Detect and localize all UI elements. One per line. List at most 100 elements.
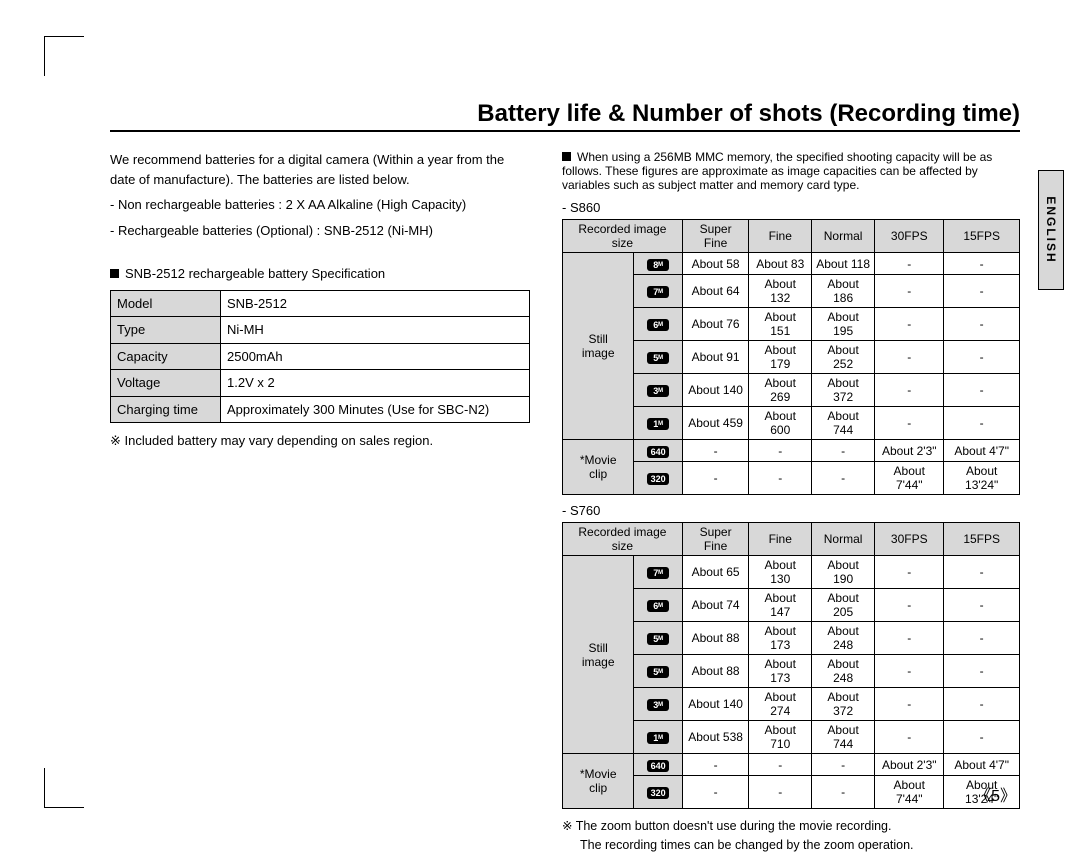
language-tab: ENGLISH (1038, 170, 1064, 290)
page-title: Battery life & Number of shots (Recordin… (110, 100, 1020, 132)
battery-line-1: - Non rechargeable batteries : 2 X AA Al… (110, 195, 530, 215)
table-cell: About 2'3" (875, 440, 944, 462)
table-cell: About 4'7" (944, 440, 1020, 462)
size-badge-icon: 3ᴹ (647, 699, 669, 711)
size-badge-icon: 5ᴹ (647, 633, 669, 645)
table-cell: About 88 (682, 655, 749, 688)
table-cell: - (944, 556, 1020, 589)
table-cell: About 459 (682, 407, 749, 440)
table-cell: About 83 (749, 253, 812, 275)
size-badge-cell: 640 (634, 440, 682, 462)
table-cell: About 91 (682, 341, 749, 374)
size-badge-icon: 7ᴹ (647, 286, 669, 298)
size-badge-cell: 640 (634, 754, 682, 776)
table-cell: About 252 (812, 341, 875, 374)
table-cell: - (875, 374, 944, 407)
size-badge-icon: 640 (647, 760, 669, 772)
table-cell: About 76 (682, 308, 749, 341)
table-cell: About 710 (749, 721, 812, 754)
table-cell: About 140 (682, 688, 749, 721)
col-header: Super Fine (682, 523, 749, 556)
table-cell: - (875, 655, 944, 688)
col-header: Recorded image size (563, 220, 683, 253)
size-badge-icon: 320 (647, 473, 669, 485)
size-badge-cell: 6ᴹ (634, 308, 682, 341)
size-badge-cell: 5ᴹ (634, 341, 682, 374)
battery-line-2: - Rechargeable batteries (Optional) : SN… (110, 221, 530, 241)
table-cell: - (944, 308, 1020, 341)
size-badge-cell: 3ᴹ (634, 688, 682, 721)
table-cell: About 372 (812, 688, 875, 721)
row-group-label: *Movieclip (563, 754, 634, 809)
table-cell: About 4'7" (944, 754, 1020, 776)
table-cell: - (812, 754, 875, 776)
table-cell: - (875, 407, 944, 440)
spec-heading: SNB-2512 rechargeable battery Specificat… (110, 264, 530, 284)
spec-value: 2500mAh (221, 343, 530, 370)
size-badge-icon: 8ᴹ (647, 259, 669, 271)
size-badge-icon: 6ᴹ (647, 600, 669, 612)
size-badge-cell: 320 (634, 776, 682, 809)
table-cell: - (944, 688, 1020, 721)
row-group-label: *Movieclip (563, 440, 634, 495)
table-cell: About 186 (812, 275, 875, 308)
table-cell: About 269 (749, 374, 812, 407)
s860-table: Recorded image size Super Fine Fine Norm… (562, 219, 1020, 495)
table-cell: - (682, 776, 749, 809)
table-cell: About 13'24" (944, 462, 1020, 495)
table-cell: - (944, 275, 1020, 308)
table-cell: About 190 (812, 556, 875, 589)
size-badge-cell: 6ᴹ (634, 589, 682, 622)
table-cell: - (875, 275, 944, 308)
table-cell: - (875, 721, 944, 754)
left-column: We recommend batteries for a digital cam… (110, 150, 530, 855)
table-cell: About 151 (749, 308, 812, 341)
page-number: 《5》 (975, 782, 1016, 806)
zoom-note-2: The recording times can be changed by th… (562, 836, 1020, 855)
crop-mark-tl (44, 36, 84, 76)
right-intro: When using a 256MB MMC memory, the speci… (562, 150, 1020, 192)
col-header: 30FPS (875, 220, 944, 253)
table-cell: About 88 (682, 622, 749, 655)
table-cell: - (812, 776, 875, 809)
size-badge-cell: 7ᴹ (634, 556, 682, 589)
col-header: 15FPS (944, 220, 1020, 253)
table-cell: - (944, 655, 1020, 688)
table-cell: About 274 (749, 688, 812, 721)
table-cell: - (875, 688, 944, 721)
table-cell: About 372 (812, 374, 875, 407)
crop-mark-bl (44, 768, 84, 808)
spec-label: Voltage (111, 370, 221, 397)
spec-label: Model (111, 290, 221, 317)
col-header: Recorded image size (563, 523, 683, 556)
table-cell: - (749, 754, 812, 776)
spec-value: SNB-2512 (221, 290, 530, 317)
table-cell: About 147 (749, 589, 812, 622)
table-cell: About 64 (682, 275, 749, 308)
size-badge-icon: 6ᴹ (647, 319, 669, 331)
table-cell: - (682, 440, 749, 462)
table-cell: - (944, 622, 1020, 655)
spec-table: ModelSNB-2512TypeNi-MHCapacity2500mAhVol… (110, 290, 530, 424)
spec-value: Approximately 300 Minutes (Use for SBC-N… (221, 396, 530, 423)
size-badge-cell: 320 (634, 462, 682, 495)
s860-label: - S860 (562, 200, 1020, 215)
size-badge-icon: 320 (647, 787, 669, 799)
spec-value: Ni-MH (221, 317, 530, 344)
table-cell: - (875, 341, 944, 374)
square-bullet-icon (562, 152, 571, 161)
col-header: 15FPS (944, 523, 1020, 556)
size-badge-cell: 1ᴹ (634, 407, 682, 440)
col-header: 30FPS (875, 523, 944, 556)
size-badge-cell: 5ᴹ (634, 622, 682, 655)
col-header: Fine (749, 220, 812, 253)
table-cell: About 205 (812, 589, 875, 622)
size-badge-cell: 7ᴹ (634, 275, 682, 308)
table-cell: - (875, 308, 944, 341)
table-cell: - (875, 589, 944, 622)
size-badge-icon: 7ᴹ (647, 567, 669, 579)
table-cell: - (749, 440, 812, 462)
col-header: Normal (812, 523, 875, 556)
table-cell: - (682, 754, 749, 776)
spec-label: Type (111, 317, 221, 344)
